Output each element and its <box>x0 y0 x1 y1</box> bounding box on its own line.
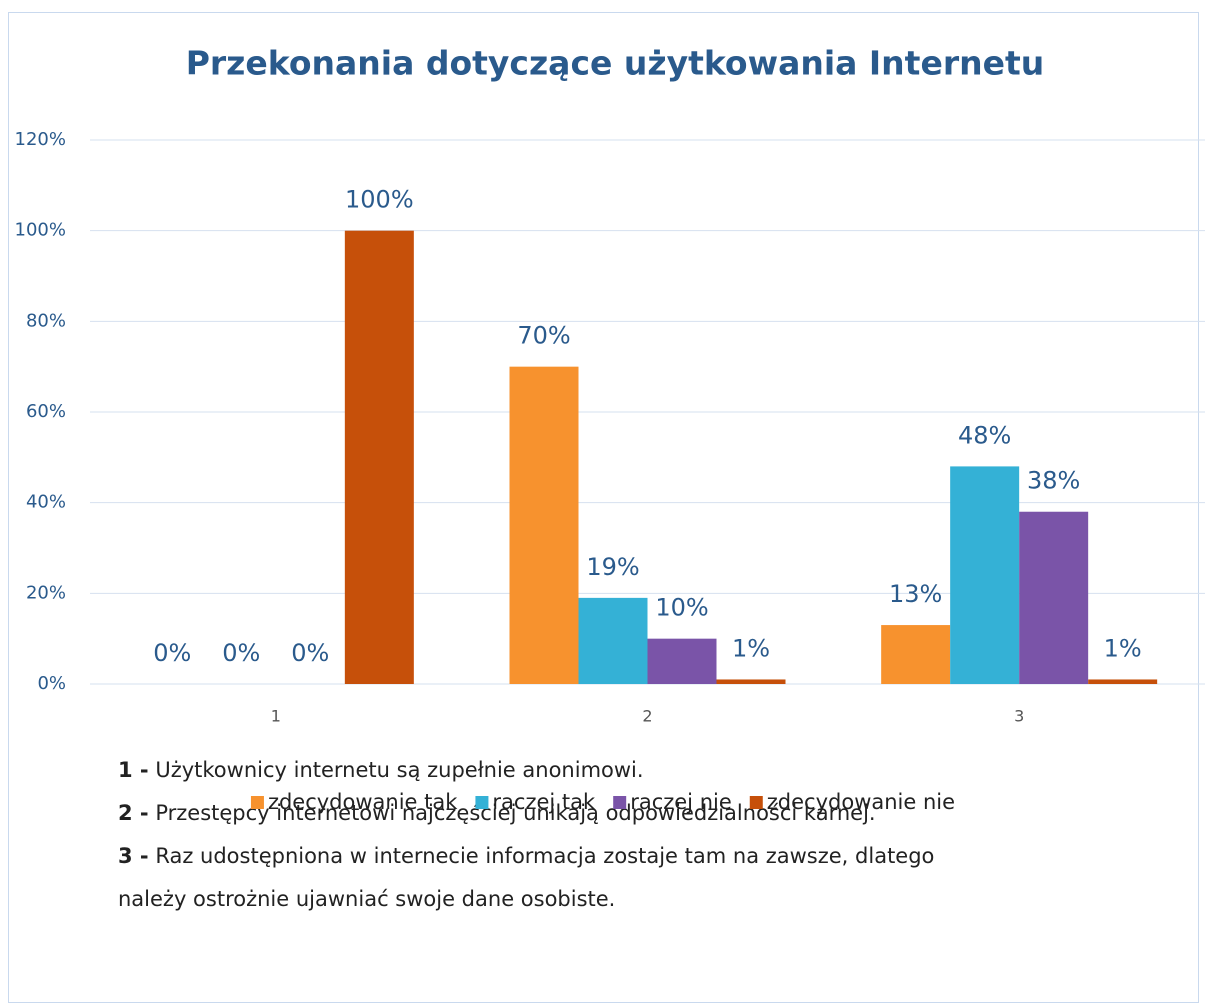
legend-label: raczej nie <box>630 790 732 814</box>
y-tick-label: 100% <box>15 220 66 241</box>
x-tick-label: 2 <box>642 707 652 726</box>
legend-label: zdecydowanie tak <box>268 790 458 814</box>
legend-swatch <box>475 796 489 809</box>
value-label: 100% <box>345 186 414 214</box>
y-tick-label: 40% <box>26 492 66 513</box>
bar <box>1088 679 1158 684</box>
legend-swatch <box>250 796 264 809</box>
value-label: 0% <box>153 639 191 667</box>
bar <box>509 366 579 684</box>
bar <box>647 638 717 684</box>
value-label: 70% <box>517 322 570 350</box>
note: 1 - Użytkownicy internetu są zupełnie an… <box>118 758 644 782</box>
note-space <box>149 758 156 782</box>
bar <box>1019 511 1089 684</box>
note-label: 2 - <box>118 801 149 825</box>
note-space <box>149 801 156 825</box>
y-tick-label: 0% <box>37 673 66 694</box>
value-label: 48% <box>958 421 1011 449</box>
legend-label: raczej tak <box>492 790 596 814</box>
note-text: Użytkownicy internetu są zupełnie anonim… <box>155 758 643 782</box>
legend-swatch <box>613 796 627 809</box>
value-label: 1% <box>1104 634 1142 662</box>
chart-title: Przekonania dotyczące użytkowania Intern… <box>186 44 1045 83</box>
legend-swatch <box>749 796 763 809</box>
note-text: Raz udostępniona w internecie informacja… <box>155 844 934 868</box>
note: 3 - Raz udostępniona w internecie inform… <box>118 844 934 868</box>
x-tick-label: 1 <box>271 707 281 726</box>
value-label: 38% <box>1027 467 1080 495</box>
value-label: 10% <box>655 594 708 622</box>
bar <box>881 625 951 684</box>
bar <box>716 679 786 684</box>
value-label: 0% <box>291 639 329 667</box>
value-label: 13% <box>889 580 942 608</box>
bar <box>344 230 414 684</box>
y-tick-label: 120% <box>15 129 66 150</box>
note-space <box>149 844 156 868</box>
note-label: 1 - <box>118 758 149 782</box>
bar <box>578 597 648 684</box>
value-label: 19% <box>586 553 639 581</box>
note: należy ostrożnie ujawniać swoje dane oso… <box>118 887 615 911</box>
y-tick-label: 20% <box>26 582 66 603</box>
y-tick-label: 80% <box>26 310 66 331</box>
note-text: należy ostrożnie ujawniać swoje dane oso… <box>118 887 615 911</box>
legend-label: zdecydowanie nie <box>767 790 955 814</box>
x-tick-label: 3 <box>1014 707 1024 726</box>
y-tick-label: 60% <box>26 401 66 422</box>
value-label: 0% <box>222 639 260 667</box>
bar <box>950 466 1020 684</box>
value-label: 1% <box>732 634 770 662</box>
note-label: 3 - <box>118 844 149 868</box>
